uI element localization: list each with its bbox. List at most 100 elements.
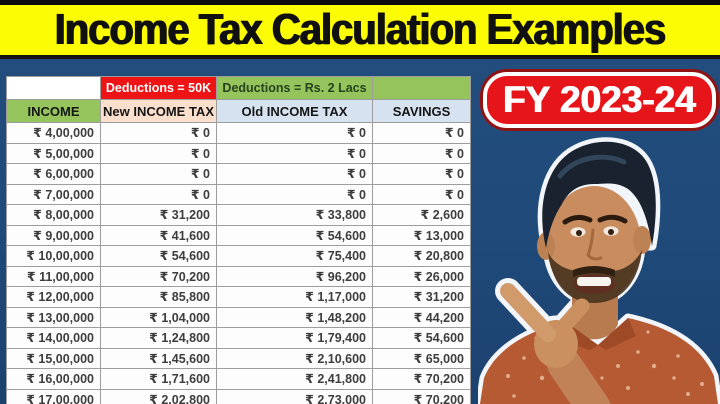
table-row: ₹ 13,00,000 ₹ 1,04,000 ₹ 1,48,200 ₹ 44,200: [6, 306, 471, 328]
deductions-header-row: Deductions = 50K Deductions = Rs. 2 Lacs: [6, 76, 471, 100]
cell-savings[interactable]: ₹ 0: [372, 142, 471, 164]
table-row: ₹ 4,00,000 ₹ 0 ₹ 0 ₹ 0: [6, 122, 471, 144]
table-row: ₹ 15,00,000 ₹ 1,45,600 ₹ 2,10,600 ₹ 65,000: [6, 347, 471, 369]
presenter-figure: [480, 141, 718, 404]
cell-old-income-tax[interactable]: ₹ 0: [216, 122, 373, 144]
column-header-income[interactable]: INCOME: [6, 99, 101, 123]
column-header-savings[interactable]: SAVINGS: [372, 99, 471, 123]
right-collar: [598, 318, 636, 350]
cell-savings[interactable]: ₹ 70,200: [372, 368, 471, 390]
cell-income[interactable]: ₹ 6,00,000: [6, 163, 101, 185]
page-title: Income Tax Calculation Examples: [54, 5, 667, 54]
deductions-50k-header[interactable]: Deductions = 50K: [100, 76, 217, 100]
cell-savings[interactable]: ₹ 0: [372, 122, 471, 144]
column-header-old-income-tax[interactable]: Old INCOME TAX: [216, 99, 373, 123]
cell-old-income-tax[interactable]: ₹ 2,73,000: [216, 388, 373, 404]
blank-header-cell[interactable]: [6, 76, 101, 100]
cell-income[interactable]: ₹ 13,00,000: [6, 306, 101, 328]
table-row: ₹ 11,00,000 ₹ 70,200 ₹ 96,200 ₹ 26,000: [6, 265, 471, 287]
cell-new-income-tax[interactable]: ₹ 85,800: [100, 286, 217, 308]
cell-old-income-tax[interactable]: ₹ 0: [216, 142, 373, 164]
cell-new-income-tax[interactable]: ₹ 0: [100, 122, 217, 144]
left-eyebrow: [562, 214, 593, 225]
cell-income[interactable]: ₹ 12,00,000: [6, 286, 101, 308]
cell-new-income-tax[interactable]: ₹ 1,24,800: [100, 327, 217, 349]
cell-income[interactable]: ₹ 11,00,000: [6, 265, 101, 287]
cell-new-income-tax[interactable]: ₹ 0: [100, 163, 217, 185]
cell-savings[interactable]: ₹ 65,000: [372, 347, 471, 369]
cell-new-income-tax[interactable]: ₹ 0: [100, 183, 217, 205]
cell-income[interactable]: ₹ 5,00,000: [6, 142, 101, 164]
cell-old-income-tax[interactable]: ₹ 1,17,000: [216, 286, 373, 308]
cell-savings[interactable]: ₹ 54,600: [372, 327, 471, 349]
column-header-row: INCOME New INCOME TAX Old INCOME TAX SAV…: [6, 99, 471, 123]
cell-income[interactable]: ₹ 7,00,000: [6, 183, 101, 205]
table-row: ₹ 5,00,000 ₹ 0 ₹ 0 ₹ 0: [6, 142, 471, 164]
table-row: ₹ 6,00,000 ₹ 0 ₹ 0 ₹ 0: [6, 163, 471, 185]
cell-new-income-tax[interactable]: ₹ 1,71,600: [100, 368, 217, 390]
cell-income[interactable]: ₹ 14,00,000: [6, 327, 101, 349]
cell-old-income-tax[interactable]: ₹ 0: [216, 183, 373, 205]
teeth: [577, 277, 611, 286]
cell-income[interactable]: ₹ 17,00,000: [6, 388, 101, 404]
cell-savings[interactable]: ₹ 2,600: [372, 204, 471, 226]
cell-old-income-tax[interactable]: ₹ 1,48,200: [216, 306, 373, 328]
cell-new-income-tax[interactable]: ₹ 31,200: [100, 204, 217, 226]
cell-old-income-tax[interactable]: ₹ 96,200: [216, 265, 373, 287]
table-row: ₹ 8,00,000 ₹ 31,200 ₹ 33,800 ₹ 2,600: [6, 204, 471, 226]
cell-income[interactable]: ₹ 9,00,000: [6, 224, 101, 246]
cell-old-income-tax[interactable]: ₹ 2,41,800: [216, 368, 373, 390]
cell-new-income-tax[interactable]: ₹ 1,45,600: [100, 347, 217, 369]
pointing-finger: [500, 283, 556, 342]
fy-badge-label: FY 2023-24: [503, 79, 696, 120]
cell-income[interactable]: ₹ 16,00,000: [6, 368, 101, 390]
table-row: ₹ 9,00,000 ₹ 41,600 ₹ 54,600 ₹ 13,000: [6, 224, 471, 246]
table-row: ₹ 16,00,000 ₹ 1,71,600 ₹ 2,41,800 ₹ 70,200: [6, 368, 471, 390]
cell-new-income-tax[interactable]: ₹ 2,02,800: [100, 388, 217, 404]
cell-new-income-tax[interactable]: ₹ 70,200: [100, 265, 217, 287]
cell-income[interactable]: ₹ 4,00,000: [6, 122, 101, 144]
cell-savings[interactable]: ₹ 70,200: [372, 388, 471, 404]
top-border-strip: [0, 0, 720, 5]
table-row: ₹ 10,00,000 ₹ 54,600 ₹ 75,400 ₹ 20,800: [6, 245, 471, 267]
cell-new-income-tax[interactable]: ₹ 41,600: [100, 224, 217, 246]
cell-new-income-tax[interactable]: ₹ 54,600: [100, 245, 217, 267]
deductions-blank-green-cell[interactable]: [372, 76, 471, 100]
table-row: ₹ 17,00,000 ₹ 2,02,800 ₹ 2,73,000 ₹ 70,200: [6, 388, 471, 404]
thumb: [558, 298, 590, 332]
cell-savings[interactable]: ₹ 44,200: [372, 306, 471, 328]
cell-savings[interactable]: ₹ 26,000: [372, 265, 471, 287]
right-eyebrow: [597, 214, 628, 224]
cell-savings[interactable]: ₹ 0: [372, 163, 471, 185]
title-banner: Income Tax Calculation Examples: [0, 5, 720, 59]
fy-2023-24-badge: FY 2023-24: [483, 72, 716, 128]
cell-income[interactable]: ₹ 10,00,000: [6, 245, 101, 267]
table-row: ₹ 12,00,000 ₹ 85,800 ₹ 1,17,000 ₹ 31,200: [6, 286, 471, 308]
tax-table-body: ₹ 4,00,000 ₹ 0 ₹ 0 ₹ 0 ₹ 5,00,000 ₹ 0 ₹ 0 ₹ 0 ₹ …: [6, 122, 471, 404]
right-ear: [633, 226, 651, 254]
hair-highlight: [557, 154, 627, 179]
cell-old-income-tax[interactable]: ₹ 75,400: [216, 245, 373, 267]
cell-savings[interactable]: ₹ 0: [372, 183, 471, 205]
table-row: ₹ 14,00,000 ₹ 1,24,800 ₹ 1,79,400 ₹ 54,600: [6, 327, 471, 349]
nose: [586, 228, 603, 261]
cell-income[interactable]: ₹ 8,00,000: [6, 204, 101, 226]
cell-savings[interactable]: ₹ 13,000: [372, 224, 471, 246]
forearm: [547, 347, 611, 404]
cell-old-income-tax[interactable]: ₹ 2,10,600: [216, 347, 373, 369]
cell-savings[interactable]: ₹ 31,200: [372, 286, 471, 308]
cell-old-income-tax[interactable]: ₹ 0: [216, 163, 373, 185]
cell-income[interactable]: ₹ 15,00,000: [6, 347, 101, 369]
column-header-new-income-tax[interactable]: New INCOME TAX: [100, 99, 217, 123]
deductions-2lacs-header[interactable]: Deductions = Rs. 2 Lacs: [216, 76, 373, 100]
mustache: [573, 266, 615, 277]
cell-new-income-tax[interactable]: ₹ 0: [100, 142, 217, 164]
cell-old-income-tax[interactable]: ₹ 33,800: [216, 204, 373, 226]
tax-table: Deductions = 50K Deductions = Rs. 2 Lacs…: [6, 76, 471, 404]
cell-old-income-tax[interactable]: ₹ 54,600: [216, 224, 373, 246]
table-row: ₹ 7,00,000 ₹ 0 ₹ 0 ₹ 0: [6, 183, 471, 205]
presenter-photo: [478, 137, 720, 404]
cell-old-income-tax[interactable]: ₹ 1,79,400: [216, 327, 373, 349]
cell-new-income-tax[interactable]: ₹ 1,04,000: [100, 306, 217, 328]
cell-savings[interactable]: ₹ 20,800: [372, 245, 471, 267]
